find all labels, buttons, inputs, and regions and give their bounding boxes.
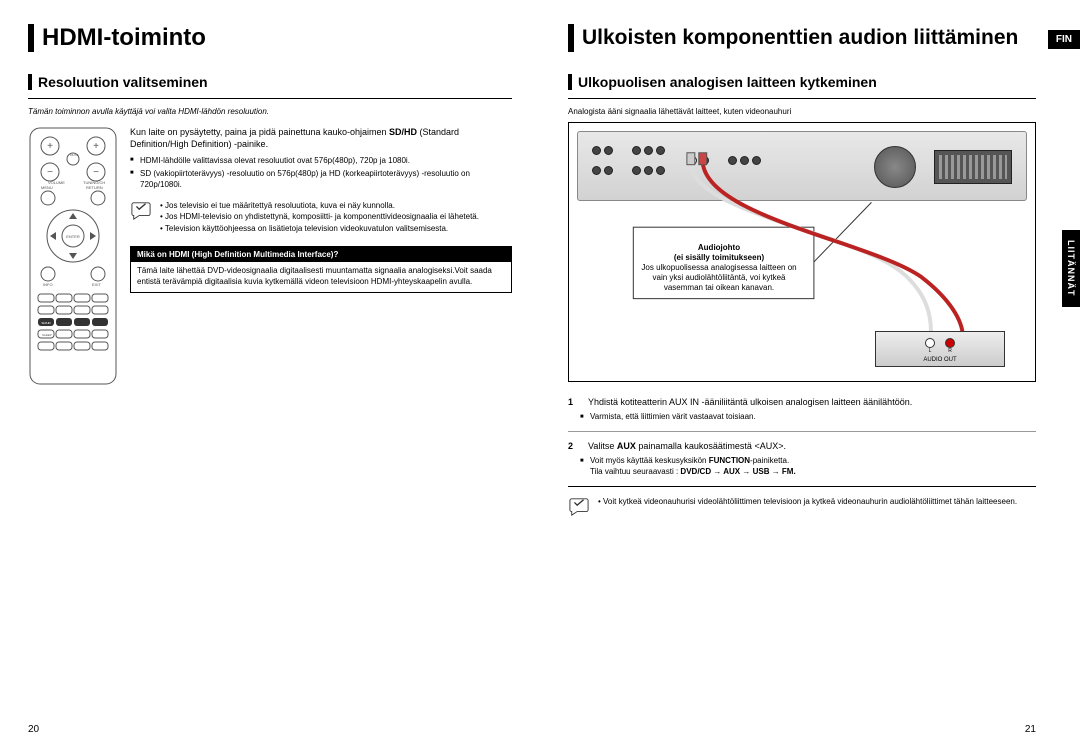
- step-2: 2 Valitse AUX painamalla kaukosäätimestä…: [568, 440, 1036, 452]
- left-page-number: 20: [28, 724, 39, 735]
- cable-label-title: Audiojohto: [639, 243, 799, 253]
- section-accent: [568, 74, 572, 90]
- svg-text:RETURN: RETURN: [86, 185, 103, 190]
- jack-right: [945, 338, 955, 348]
- right-section-heading: Ulkopuolisen analogisen laitteen kytkemi…: [568, 74, 1036, 90]
- page-spread: HDMI-toiminto Resoluution valitseminen T…: [0, 0, 1080, 753]
- step-2-sub1: Voit myös käyttää keskusyksikön FUNCTION…: [580, 456, 1036, 478]
- jack-left: [925, 338, 935, 348]
- right-title-bar: Ulkoisten komponenttien audion liittämin…: [568, 24, 1036, 52]
- note-icon: [130, 201, 152, 221]
- left-page-title: HDMI-toiminto: [42, 24, 206, 52]
- right-note-box: • Voit kytkeä videonauhurisi videolähtöl…: [568, 497, 1036, 517]
- svg-text:−: −: [47, 167, 53, 178]
- left-bullets: HDMI-lähdölle valittavissa olevat resolu…: [130, 156, 512, 190]
- left-note-box: • Jos televisio ei tue määritettyä resol…: [130, 201, 512, 236]
- left-section-title: Resoluution valitseminen: [38, 74, 208, 90]
- step-2-num: 2: [568, 440, 580, 452]
- aux-device: L R AUDIO OUT: [875, 331, 1005, 367]
- right-note-body: • Voit kytkeä videonauhurisi videolähtöl…: [598, 497, 1017, 517]
- cable-label-sub: (ei sisälly toimitukseen): [639, 253, 799, 263]
- left-title-bar: HDMI-toiminto: [28, 24, 512, 52]
- port-group-5: [728, 156, 761, 165]
- note-icon: [568, 497, 590, 517]
- left-bullet-2: SD (vakiopiirtoterävyys) -resoluutio on …: [130, 169, 512, 191]
- svg-text:−: −: [93, 167, 99, 178]
- divider: [568, 486, 1036, 487]
- left-page: HDMI-toiminto Resoluution valitseminen T…: [0, 0, 540, 753]
- para1-b: SD/HD: [389, 127, 417, 137]
- aux-jacks: L R: [925, 338, 955, 354]
- para1-a: Kun laite on pysäytetty, paina ja pidä p…: [130, 127, 389, 137]
- step-divider: [568, 431, 1036, 432]
- divider: [28, 98, 512, 99]
- step-2-text: Valitse AUX painamalla kaukosäätimestä <…: [588, 440, 1036, 452]
- step-1: 1 Yhdistä kotiteatterin AUX IN -ääniliit…: [568, 396, 1036, 408]
- left-section-subtitle: Tämän toiminnon avulla käyttäjä voi vali…: [28, 107, 512, 116]
- device-rear-panel: [577, 131, 1027, 201]
- left-content-column: Kun laite on pysäytetty, paina ja pidä p…: [130, 126, 512, 391]
- step-1-sub: Varmista, että liittimien värit vastaava…: [580, 412, 1036, 423]
- title-accent: [568, 24, 574, 52]
- svg-text:INFO: INFO: [43, 282, 53, 287]
- note-line-1: • Jos televisio ei tue määritettyä resol…: [160, 201, 479, 212]
- left-para-1: Kun laite on pysäytetty, paina ja pidä p…: [130, 126, 512, 150]
- note-line-2: • Jos HDMI-televisio on yhdistettynä, ko…: [160, 212, 479, 223]
- left-bullet-1: HDMI-lähdölle valittavissa olevat resolu…: [130, 156, 512, 167]
- title-accent: [28, 24, 34, 52]
- right-page-title: Ulkoisten komponenttien audion liittämin…: [582, 26, 1018, 50]
- jack-r-label: R: [945, 348, 955, 354]
- fan-vent: [874, 146, 916, 188]
- left-section-heading: Resoluution valitseminen: [28, 74, 512, 90]
- svg-text:EXIT: EXIT: [92, 282, 101, 287]
- svg-text:SD/HD: SD/HD: [41, 321, 51, 325]
- left-note-body: • Jos televisio ei tue määritettyä resol…: [160, 201, 479, 236]
- scart-connector: [934, 150, 1012, 184]
- port-group-4: [632, 166, 665, 175]
- right-note-text: Voit kytkeä videonauhurisi videolähtölii…: [603, 497, 1017, 506]
- step-1-num: 1: [568, 396, 580, 408]
- port-group-1: [592, 146, 613, 155]
- right-intro-line: Analogista ääni signaalia lähettävät lai…: [568, 107, 1036, 116]
- black-box-body: Tämä laite lähettää DVD-videosignaalia d…: [131, 262, 511, 292]
- step-1-text: Yhdistä kotiteatterin AUX IN -ääniliitän…: [588, 396, 1036, 408]
- port-group-3: [632, 146, 665, 155]
- right-section-title: Ulkopuolisen analogisen laitteen kytkemi…: [578, 74, 877, 90]
- svg-text:+: +: [47, 141, 53, 152]
- remote-illustration: + + − − VOLUME TUNING/CH MUTE MENU RETUR…: [28, 126, 118, 391]
- black-box-header: Mikä on HDMI (High Definition Multimedia…: [131, 247, 511, 262]
- svg-text:MENU: MENU: [41, 185, 53, 190]
- side-tab: LIITÄNNÄT: [1062, 230, 1080, 307]
- right-page-number: 21: [1025, 724, 1036, 735]
- language-badge: FIN: [1048, 30, 1080, 49]
- port-group-2: [592, 166, 613, 175]
- connection-diagram: Audiojohto (ei sisälly toimitukseen) Jos…: [568, 122, 1036, 382]
- aux-in-ports: [688, 156, 709, 165]
- svg-text:MUTE: MUTE: [70, 153, 79, 157]
- cable-label-box: Audiojohto (ei sisälly toimitukseen) Jos…: [639, 243, 799, 293]
- left-columns: + + − − VOLUME TUNING/CH MUTE MENU RETUR…: [28, 126, 512, 391]
- svg-text:ENTER: ENTER: [66, 234, 80, 239]
- note-line-3: • Television käyttöohjeessa on lisätieto…: [160, 224, 479, 235]
- jack-l-label: L: [925, 348, 935, 354]
- right-page: FIN LIITÄNNÄT Ulkoisten komponenttien au…: [540, 0, 1080, 753]
- svg-text:SLEEP: SLEEP: [42, 333, 52, 337]
- section-accent: [28, 74, 32, 90]
- aux-device-label: AUDIO OUT: [876, 357, 1004, 363]
- svg-text:+: +: [93, 141, 99, 152]
- left-black-box: Mikä on HDMI (High Definition Multimedia…: [130, 246, 512, 293]
- divider: [568, 98, 1036, 99]
- cable-label-note: Jos ulkopuolisessa analogisessa laitteen…: [639, 263, 799, 293]
- remote-svg: + + − − VOLUME TUNING/CH MUTE MENU RETUR…: [28, 126, 118, 386]
